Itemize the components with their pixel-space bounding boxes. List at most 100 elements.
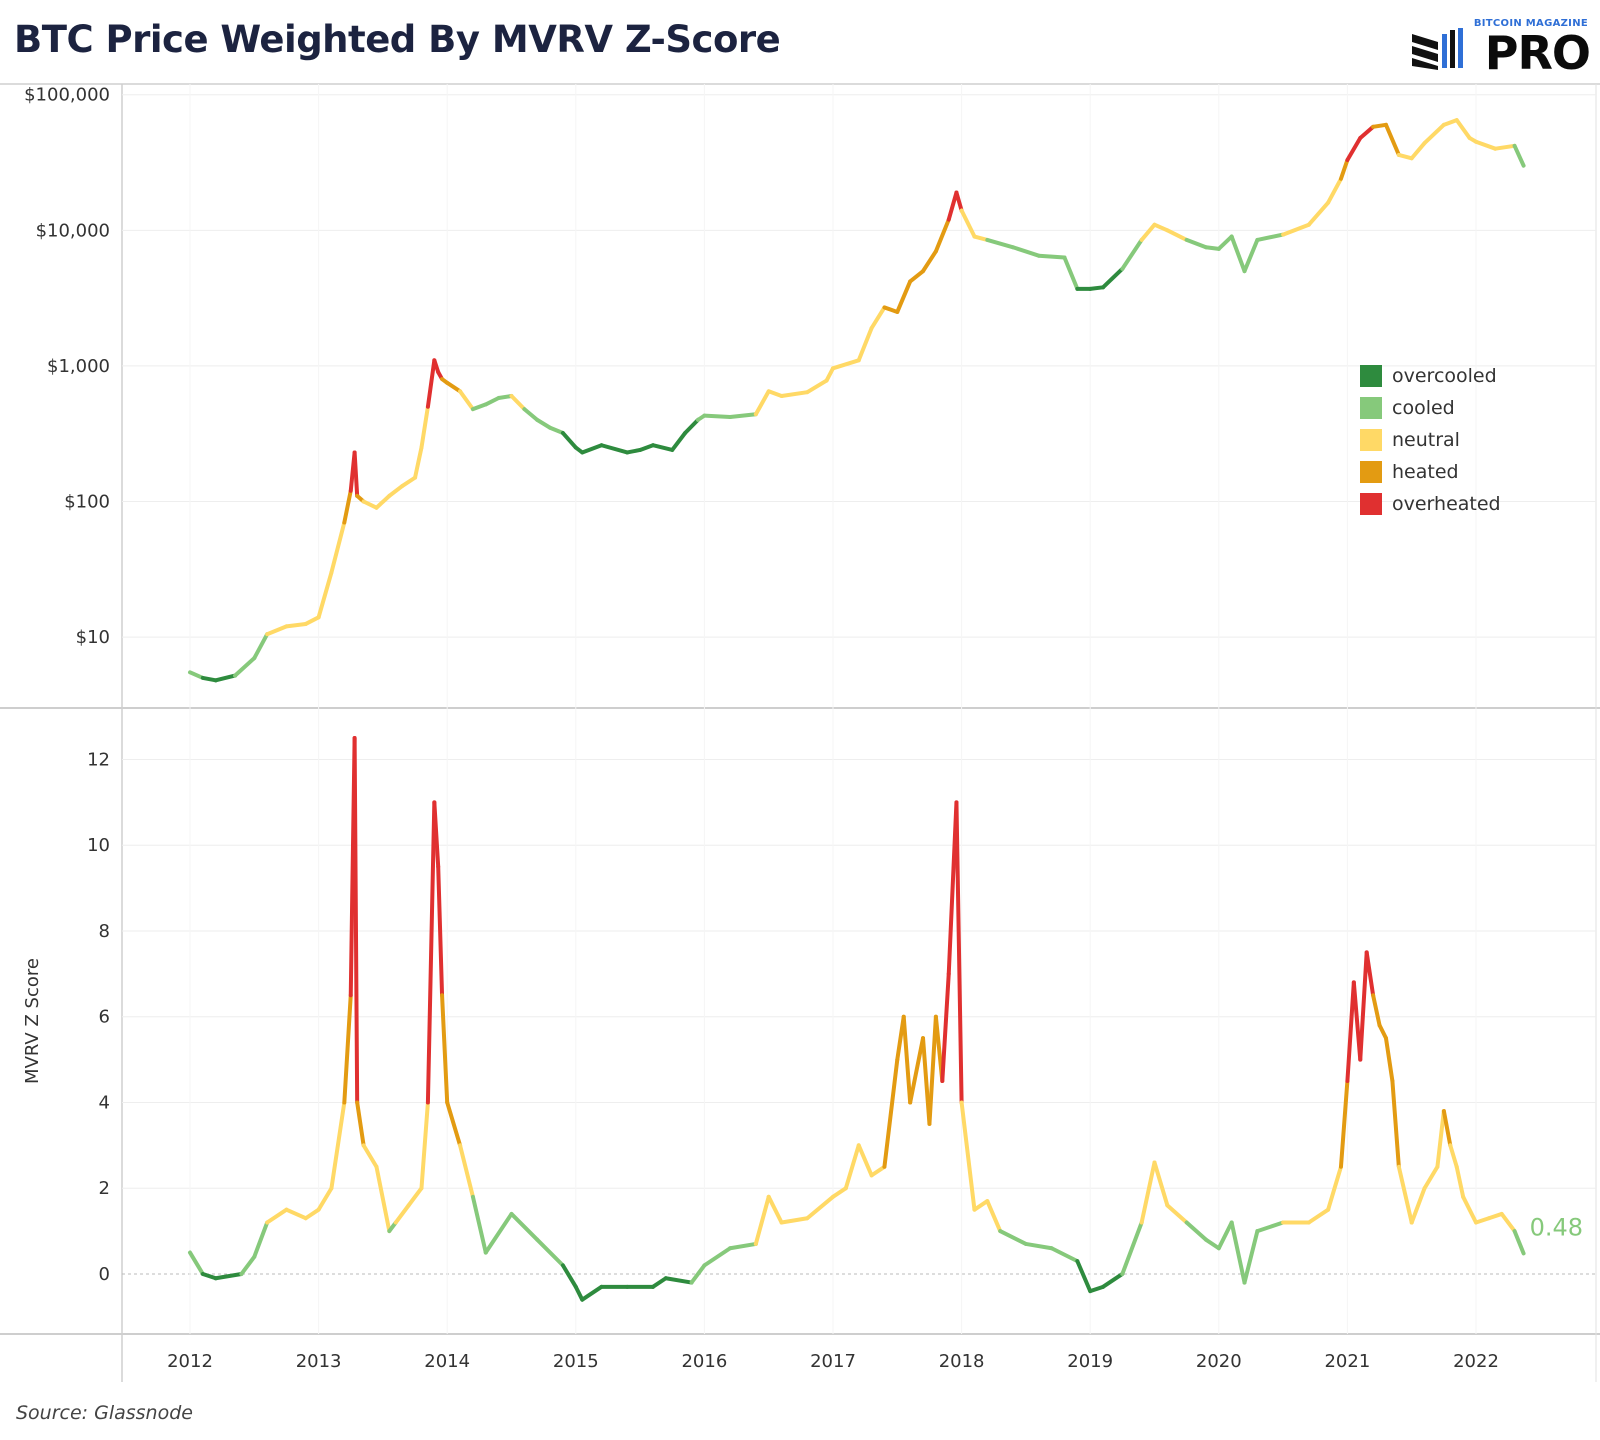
price-line-segment [509, 394, 527, 412]
legend-label: overcooled [1392, 365, 1497, 387]
price-line-segment [1036, 253, 1067, 260]
price-line-segment [753, 389, 771, 417]
zscore-line-segment [901, 1014, 913, 1105]
price-line-segment [1422, 122, 1446, 146]
price-line-segment [432, 358, 441, 375]
year-tick-label: 2012 [167, 1351, 213, 1372]
price-tick-label: $10,000 [36, 220, 110, 241]
zscore-line-segment [1088, 1284, 1106, 1294]
price-line-segment [1409, 141, 1427, 161]
zscore-line-segment [470, 1194, 488, 1255]
price-line-segment [1203, 245, 1221, 251]
chart-canvas: $10 $100 $1,000 $10,000 $100,000 0 2 4 6 8 10 12 201… [0, 83, 1600, 1382]
zscore-line-segment [1023, 1241, 1054, 1251]
zscore-axis-label: MVRV Z Score [22, 958, 43, 1084]
price-line-segment [869, 305, 887, 331]
price-line-segment [496, 394, 514, 400]
zscore-line-segment [361, 1143, 379, 1169]
zscore-line-segment [342, 993, 353, 1105]
price-line-segment [1338, 158, 1350, 181]
zscore-line-segment [1371, 993, 1382, 1028]
zscore-line-segment [954, 800, 964, 1105]
zscore-line-segment [509, 1211, 540, 1242]
zscore-line-segment [580, 1284, 604, 1302]
zscore-line-segment [1326, 1164, 1343, 1212]
price-line-segment [972, 234, 990, 242]
zscore-line-segment [213, 1271, 244, 1281]
price-line-segment [1255, 232, 1286, 242]
legend-item: heated [1360, 456, 1501, 488]
price-line-segment [1371, 122, 1388, 129]
zscore-line-segment [663, 1276, 694, 1285]
page-title: BTC Price Weighted By MVRV Z-Score [14, 18, 781, 61]
zscore-line-segment [1184, 1220, 1208, 1242]
zscore-line-segment [728, 1241, 758, 1251]
price-line-segment [188, 670, 205, 680]
legend-label: neutral [1392, 429, 1460, 451]
zscore-line-segment [869, 1164, 887, 1178]
zscore-line-segment [1255, 1220, 1286, 1234]
price-line-segment [200, 675, 218, 683]
legend: overcooled cooled neutral heated overheated [1360, 360, 1501, 520]
zscore-line-segment [882, 1057, 900, 1169]
price-line-segment [560, 431, 578, 450]
source-note: Source: Glassnode [16, 1402, 193, 1424]
price-line-segment [1326, 176, 1343, 205]
price-line-segment [1441, 118, 1459, 127]
zscore-line-segment [316, 1186, 334, 1212]
legend-item: overheated [1360, 488, 1501, 520]
price-line-segment [599, 443, 630, 455]
price-line-segment [895, 279, 913, 314]
year-tick-label: 2015 [553, 1351, 599, 1372]
price-line-segment [316, 570, 334, 620]
price-line-segment [483, 395, 501, 407]
year-tick-label: 2018 [939, 1351, 985, 1372]
zscore-line-segment [458, 1143, 475, 1199]
zscore-tick-label: 4 [99, 1092, 110, 1113]
zscore-line-segment [1165, 1203, 1189, 1225]
zscore-line-segment [329, 1100, 347, 1191]
price-line-segment [766, 389, 784, 398]
legend-label: overheated [1392, 493, 1501, 515]
zscore-line-segment [1390, 1079, 1401, 1169]
zscore-line-segment [1075, 1259, 1093, 1294]
zscore-line-segment [1242, 1229, 1260, 1285]
price-line-segment [1512, 143, 1526, 168]
price-line-segment [1396, 152, 1414, 161]
price-line-segment [683, 417, 700, 436]
price-line-segment [233, 656, 257, 678]
zscore-line-segment [1101, 1271, 1125, 1289]
price-line-segment [470, 402, 488, 412]
zscore-line-segment [1486, 1211, 1504, 1221]
logo-stripes-icon [1412, 28, 1463, 70]
legend-item: cooled [1360, 392, 1501, 424]
price-line-segment [1306, 200, 1331, 227]
price-line-segment [522, 407, 540, 422]
zscore-line-segment [702, 1246, 733, 1268]
zscore-line-segment [1383, 1036, 1395, 1084]
zscore-tick-label: 2 [99, 1178, 110, 1199]
price-line-segment [779, 390, 810, 398]
zscore-line-segment [1229, 1220, 1247, 1285]
price-line-segment [921, 249, 938, 274]
zscore-line-segment [779, 1216, 810, 1225]
price-line-segment [985, 237, 1016, 250]
zscore-line-segment [393, 1203, 411, 1225]
zscore-line-segment [432, 800, 441, 869]
price-line-segment [933, 217, 951, 254]
zscore-line-segment [650, 1276, 668, 1289]
zscore-line-segment [535, 1237, 565, 1268]
zscore-line-segment [856, 1143, 874, 1178]
zscore-line-segment [573, 1284, 585, 1302]
zscore-line-segment [239, 1254, 257, 1276]
legend-label: heated [1392, 461, 1459, 483]
price-line-segment [400, 475, 418, 489]
legend-swatch [1360, 461, 1382, 483]
year-tick-label: 2020 [1196, 1351, 1242, 1372]
zscore-line-segment [374, 1164, 392, 1234]
zscore-line-segment [1377, 1023, 1388, 1041]
zscore-tick-label: 10 [87, 835, 110, 856]
zscore-line-segment [1152, 1160, 1170, 1208]
price-line-segment [1120, 237, 1144, 271]
